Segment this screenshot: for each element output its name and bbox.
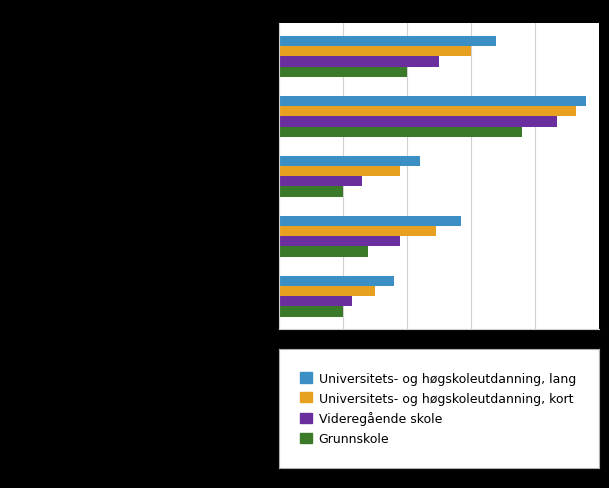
Bar [279, 216, 461, 226]
Bar [279, 57, 438, 67]
Bar [279, 47, 471, 57]
Bar [279, 247, 368, 257]
Bar [279, 306, 343, 317]
Legend: Universitets- og høgskoleutdanning, lang, Universitets- og høgskoleutdanning, ko: Universitets- og høgskoleutdanning, lang… [295, 367, 581, 450]
Bar [279, 187, 343, 197]
Bar [279, 67, 407, 78]
Bar [279, 297, 353, 306]
Bar [279, 286, 375, 297]
Bar [279, 127, 522, 138]
Bar [279, 276, 394, 286]
Bar [279, 117, 557, 127]
Bar [279, 37, 496, 47]
Bar [279, 107, 576, 117]
Bar [279, 226, 435, 237]
Bar [279, 237, 401, 247]
Bar [279, 157, 420, 167]
Bar [279, 167, 401, 177]
Bar [279, 97, 586, 107]
Bar [279, 177, 362, 187]
